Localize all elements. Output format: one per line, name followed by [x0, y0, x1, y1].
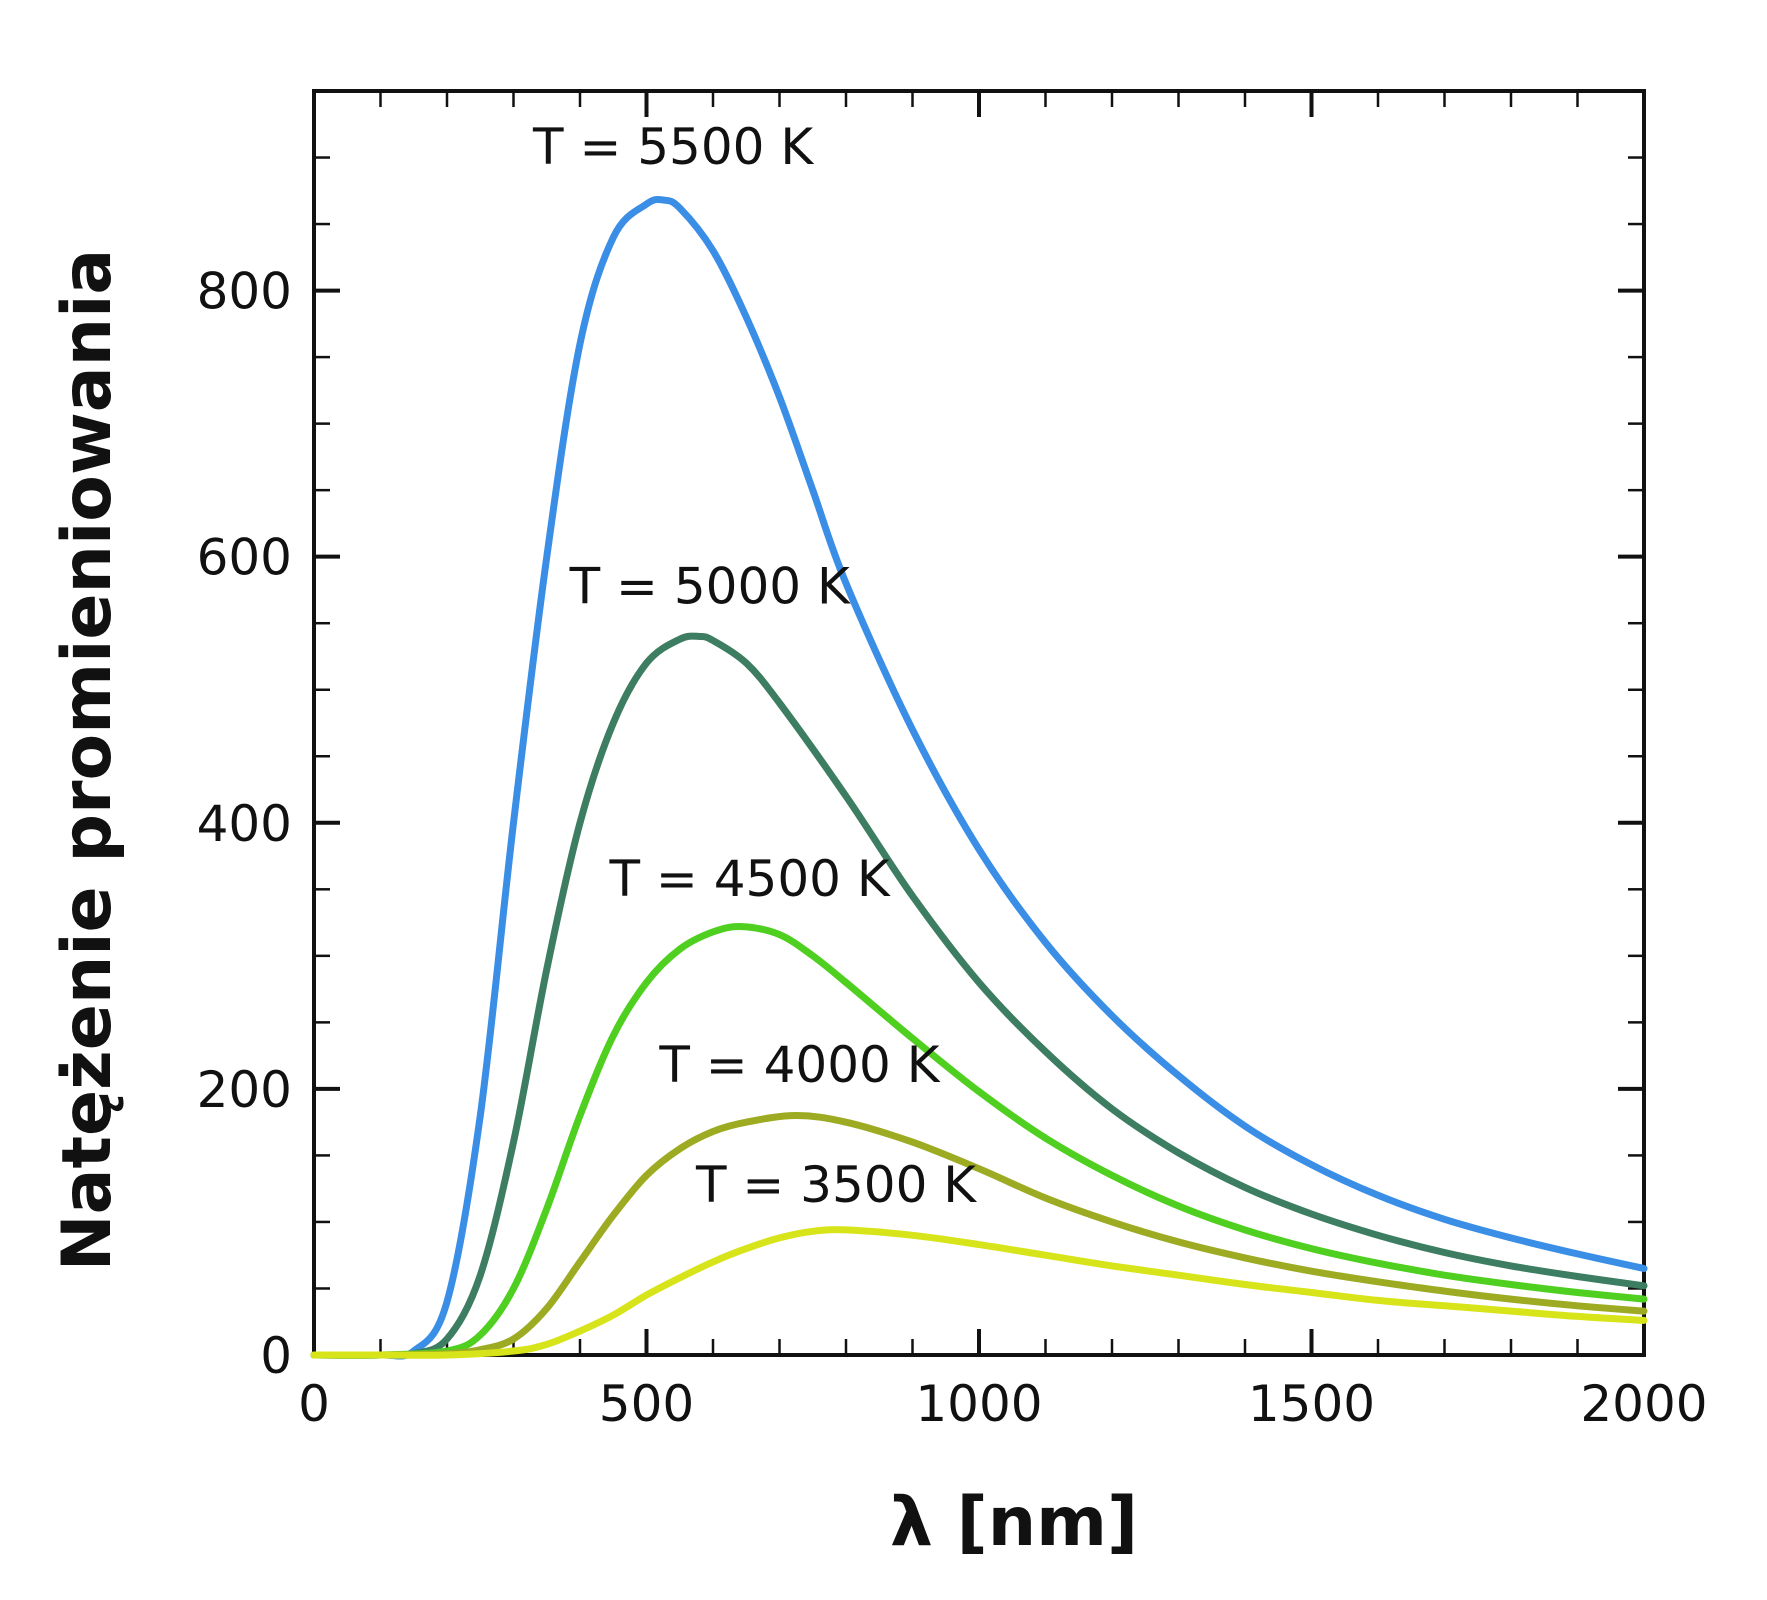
series-line — [310, 923, 1648, 1359]
y-axis-title: Natężenie promieniowania — [48, 249, 127, 1272]
y-tick-label: 400 — [197, 795, 292, 853]
series-line — [310, 632, 1648, 1359]
axis-ticks — [312, 89, 1646, 1357]
series-curves — [310, 195, 1648, 1360]
y-tick-label: 600 — [197, 529, 292, 587]
x-tick-label: 1000 — [915, 1375, 1042, 1433]
x-tick-label: 1500 — [1248, 1375, 1375, 1433]
series-line — [310, 1226, 1648, 1359]
series-label: T = 3500 K — [695, 1156, 977, 1214]
series-line — [310, 1112, 1648, 1359]
series-label: T = 4000 K — [658, 1036, 940, 1094]
x-axis-title: λ [nm] — [890, 1483, 1138, 1562]
y-tick-label: 0 — [260, 1327, 292, 1385]
x-tick-label: 2000 — [1580, 1375, 1707, 1433]
series-annotations: T = 5500 K T = 5000 K T = 4500 K T = 4000 K… — [532, 118, 977, 1214]
tick-labels: 0 500 1000 1500 2000 0 200 400 600 800 — [197, 263, 1708, 1433]
series-label: T = 5000 K — [569, 557, 851, 615]
series-label: T = 4500 K — [608, 850, 890, 908]
y-tick-label: 800 — [197, 263, 292, 321]
x-tick-label: 500 — [599, 1375, 694, 1433]
x-tick-label: 0 — [298, 1375, 330, 1433]
series-line — [310, 195, 1648, 1360]
y-tick-label: 200 — [197, 1061, 292, 1119]
series-label: T = 5500 K — [532, 118, 814, 176]
